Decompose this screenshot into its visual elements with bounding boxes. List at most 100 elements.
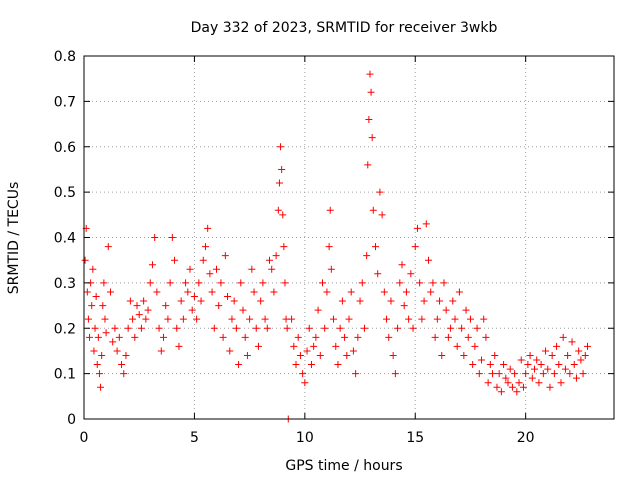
data-point (296, 351, 304, 359)
data-point (484, 379, 492, 387)
data-point (153, 288, 161, 296)
data-point (213, 265, 220, 273)
data-point (394, 324, 402, 332)
data-point (579, 370, 587, 378)
data-point (190, 292, 198, 300)
x-axis-label: GPS time / hours (285, 458, 402, 474)
data-point (137, 324, 145, 332)
data-point (206, 270, 214, 278)
data-point (460, 351, 468, 359)
data-point (228, 315, 236, 323)
data-point (427, 288, 435, 296)
data-point (254, 342, 262, 350)
data-point (491, 351, 499, 359)
data-point (237, 279, 245, 287)
data-point (420, 297, 428, 305)
data-point (177, 297, 185, 305)
data-point (581, 351, 589, 359)
data-point (486, 361, 494, 369)
data-point (447, 324, 455, 332)
data-point (367, 88, 375, 96)
data-point (407, 270, 415, 278)
data-point (480, 315, 488, 323)
data-point (458, 324, 466, 332)
data-point (277, 143, 285, 151)
data-point (283, 324, 291, 332)
y-tick-label: 0 (67, 412, 76, 428)
data-point (241, 333, 249, 341)
data-point (166, 279, 174, 287)
data-point (133, 302, 141, 310)
data-point (513, 388, 521, 396)
axis-ticks: 0 0.1 0.2 0.3 0.4 0.5 0.6 0.7 0.8 0 5 10 15 20 (54, 49, 614, 446)
data-point (500, 361, 508, 369)
data-point (215, 302, 223, 310)
data-point (416, 279, 424, 287)
data-point (84, 315, 92, 323)
y-tick-label: 0.1 (54, 367, 76, 383)
data-point (173, 324, 181, 332)
data-point (391, 370, 399, 378)
data-point (519, 383, 527, 391)
data-point (97, 383, 105, 391)
data-point (482, 333, 490, 341)
chart-title: Day 332 of 2023, SRMTID for receiver 3wk… (191, 20, 498, 36)
data-point (303, 347, 311, 355)
data-point (239, 306, 247, 314)
data-point (413, 224, 421, 232)
x-tick-label: 20 (517, 430, 535, 446)
data-point (86, 333, 94, 341)
data-point (564, 351, 572, 359)
data-point (115, 333, 123, 341)
data-point (531, 365, 538, 373)
data-point (363, 252, 371, 260)
data-point (184, 288, 192, 296)
data-point (268, 265, 276, 273)
data-point (431, 333, 439, 341)
data-point (444, 333, 452, 341)
data-point (155, 324, 163, 332)
data-point (338, 297, 346, 305)
data-point (101, 315, 109, 323)
data-point (243, 351, 251, 359)
data-point (495, 370, 503, 378)
data-point (83, 288, 91, 296)
data-point (193, 315, 201, 323)
data-point (398, 261, 406, 269)
data-point (281, 279, 289, 287)
data-point (352, 370, 360, 378)
data-point (120, 370, 128, 378)
data-point (368, 134, 376, 142)
data-point (345, 315, 353, 323)
data-point (148, 261, 156, 269)
data-point (349, 347, 357, 355)
data-points (81, 70, 591, 423)
data-point (168, 234, 176, 241)
data-point (548, 351, 556, 359)
data-point (104, 243, 112, 251)
data-point (314, 306, 322, 314)
data-point (261, 315, 269, 323)
data-point (356, 297, 364, 305)
data-point (122, 351, 130, 359)
data-point (526, 351, 534, 359)
data-point (270, 288, 278, 296)
data-point (336, 324, 344, 332)
data-point (263, 324, 271, 332)
data-point (380, 288, 388, 296)
data-point (429, 279, 437, 287)
data-point (288, 315, 296, 323)
data-point (561, 365, 569, 373)
data-point (326, 206, 334, 214)
data-point (186, 265, 194, 273)
data-point (517, 356, 525, 364)
data-point (259, 279, 267, 287)
data-point (405, 315, 413, 323)
y-tick-label: 0.5 (54, 185, 76, 201)
data-point (364, 161, 372, 169)
y-tick-label: 0.6 (54, 140, 76, 156)
data-point (537, 361, 545, 369)
data-point (522, 370, 530, 378)
data-point (107, 288, 114, 296)
